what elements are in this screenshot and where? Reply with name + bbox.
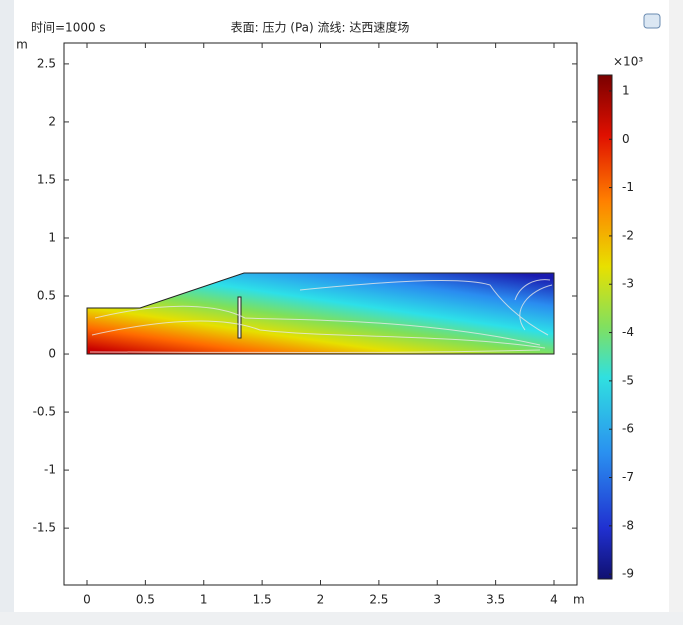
domain (86, 272, 555, 355)
x-tick-label: 3 (433, 593, 441, 607)
x-tick-label: 4 (550, 593, 558, 607)
y-axis-unit: m (16, 38, 28, 52)
toolbar-button[interactable] (643, 13, 661, 29)
colorbar-tick-label: -3 (622, 277, 634, 291)
y-tick-label: 1 (48, 230, 56, 244)
y-tick-label: -1.5 (33, 521, 56, 535)
y-tick-label: -0.5 (33, 405, 56, 419)
colorbar-tick-label: 1 (622, 83, 630, 97)
y-tick-label: -1 (44, 463, 56, 477)
header: 时间=1000 s (31, 21, 106, 35)
x-axis-unit: m (573, 593, 585, 607)
colorbar-tick-label: -7 (622, 470, 634, 484)
x-tick-label: 0 (83, 593, 91, 607)
chart-title: 表面: 压力 (Pa) 流线: 达西速度场 (231, 20, 410, 35)
y-tick-label: 0.5 (37, 289, 56, 303)
y-tick-label: 1.5 (37, 172, 56, 186)
right-edge (669, 0, 683, 625)
colorbar-tick-label: -1 (622, 180, 634, 194)
y-tick-label: 2 (48, 114, 56, 128)
x-tick-label: 2 (317, 593, 325, 607)
y-tick-label: 2.5 (37, 56, 56, 70)
x-tick-label: 1.5 (253, 593, 272, 607)
colorbar (597, 74, 613, 580)
colorbar-tick-label: 0 (622, 132, 630, 146)
colorbar-tick-label: -5 (622, 373, 634, 387)
colorbar-tick-label: -6 (622, 422, 634, 436)
x-tick-label: 3.5 (486, 593, 505, 607)
x-tick-label: 2.5 (369, 593, 388, 607)
status-bar (0, 612, 683, 625)
colorbar-tick-label: -9 (622, 567, 634, 581)
colorbar-label: ×10³ (613, 55, 643, 69)
y-tick-label: 0 (48, 347, 56, 361)
streamlines (89, 279, 553, 353)
baffle (237, 296, 242, 339)
colorbar-tick-label: -4 (622, 325, 634, 339)
x-tick-label: 0.5 (136, 593, 155, 607)
colorbar-tick-label: -8 (622, 518, 634, 532)
colorbar-tick-label: -2 (622, 228, 634, 242)
sidebar (0, 0, 14, 625)
x-tick-label: 1 (200, 593, 208, 607)
